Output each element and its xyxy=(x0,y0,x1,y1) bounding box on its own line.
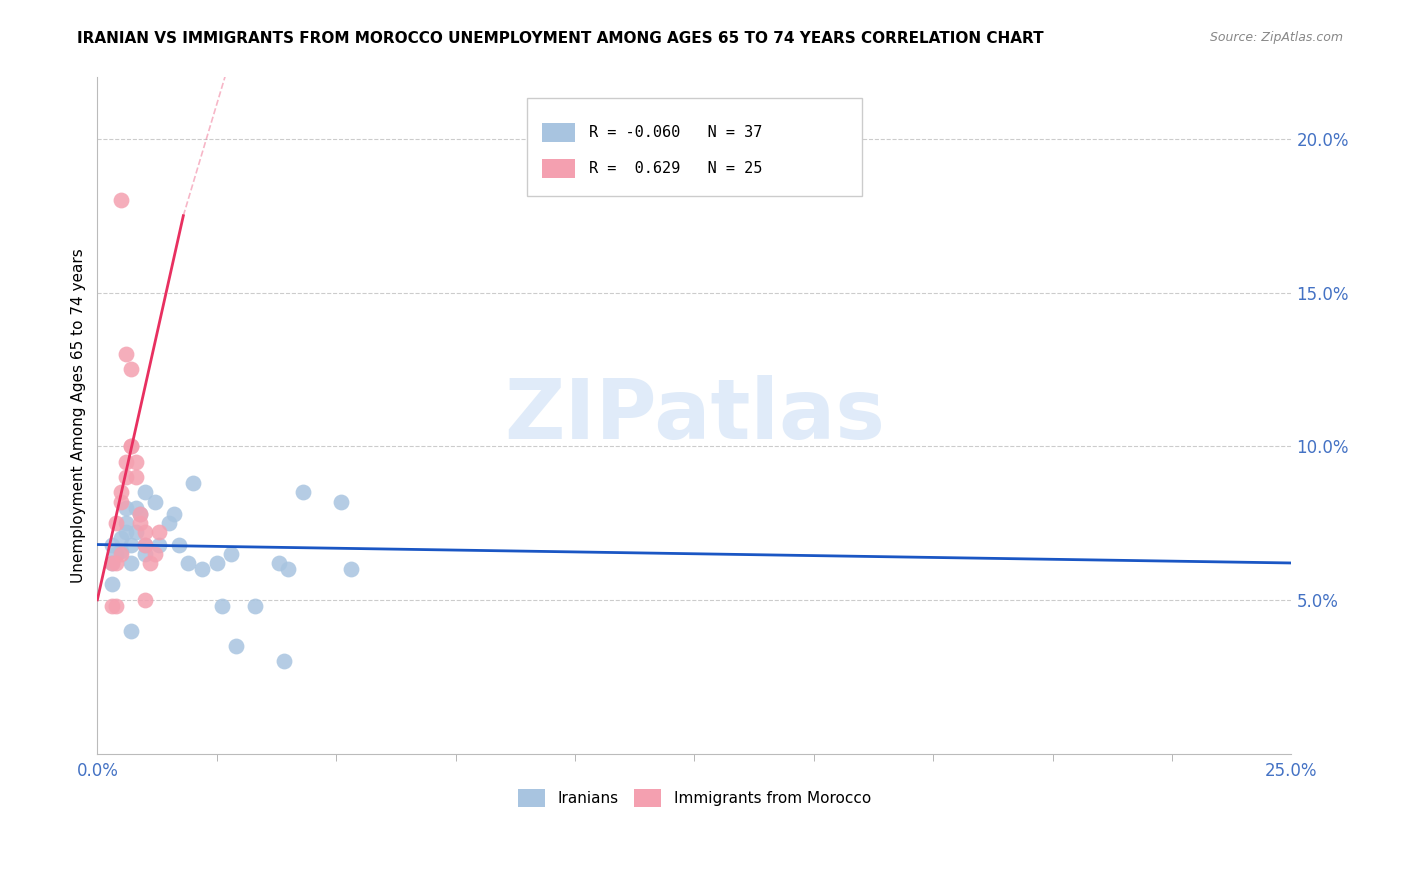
Point xyxy=(143,547,166,561)
Point xyxy=(100,556,122,570)
Point xyxy=(124,454,146,468)
FancyBboxPatch shape xyxy=(527,98,862,195)
FancyBboxPatch shape xyxy=(541,123,575,143)
Point xyxy=(110,494,132,508)
Point xyxy=(143,494,166,508)
Point xyxy=(148,525,170,540)
Point xyxy=(243,599,266,613)
Point xyxy=(110,194,132,208)
Point xyxy=(134,537,156,551)
Point xyxy=(110,547,132,561)
Point xyxy=(100,556,122,570)
Point xyxy=(339,562,361,576)
Point xyxy=(134,592,156,607)
Point xyxy=(134,485,156,500)
Point xyxy=(134,547,156,561)
Point xyxy=(219,547,242,561)
FancyBboxPatch shape xyxy=(541,160,575,178)
Point xyxy=(100,599,122,613)
Text: Source: ZipAtlas.com: Source: ZipAtlas.com xyxy=(1209,31,1343,45)
Text: R = -0.060   N = 37: R = -0.060 N = 37 xyxy=(589,126,762,140)
Point xyxy=(124,525,146,540)
Point xyxy=(115,525,138,540)
Point xyxy=(120,439,142,453)
Point xyxy=(100,577,122,591)
Point xyxy=(267,556,290,570)
Legend: Iranians, Immigrants from Morocco: Iranians, Immigrants from Morocco xyxy=(512,782,877,814)
Point xyxy=(205,556,228,570)
Point xyxy=(129,507,152,521)
Text: IRANIAN VS IMMIGRANTS FROM MOROCCO UNEMPLOYMENT AMONG AGES 65 TO 74 YEARS CORREL: IRANIAN VS IMMIGRANTS FROM MOROCCO UNEMP… xyxy=(77,31,1043,46)
Point xyxy=(134,537,156,551)
Point xyxy=(163,507,186,521)
Point xyxy=(167,537,190,551)
Point xyxy=(273,654,295,668)
Point xyxy=(277,562,299,576)
Point xyxy=(120,556,142,570)
Point xyxy=(329,494,352,508)
Point xyxy=(120,624,142,638)
Point xyxy=(105,547,128,561)
Point xyxy=(134,525,156,540)
Point xyxy=(110,532,132,546)
Point xyxy=(148,537,170,551)
Point xyxy=(105,599,128,613)
Point xyxy=(129,507,152,521)
Point xyxy=(115,454,138,468)
Point xyxy=(100,537,122,551)
Point xyxy=(129,516,152,530)
Point xyxy=(115,347,138,361)
Point xyxy=(181,476,204,491)
Y-axis label: Unemployment Among Ages 65 to 74 years: Unemployment Among Ages 65 to 74 years xyxy=(72,248,86,582)
Point xyxy=(120,362,142,376)
Point xyxy=(291,485,314,500)
Point xyxy=(115,516,138,530)
Point xyxy=(139,556,162,570)
Point xyxy=(157,516,180,530)
Point xyxy=(177,556,200,570)
Text: ZIPatlas: ZIPatlas xyxy=(503,375,884,456)
Point xyxy=(110,543,132,558)
Point xyxy=(105,556,128,570)
Point xyxy=(225,639,247,653)
Point xyxy=(115,500,138,515)
Point xyxy=(124,470,146,484)
Point xyxy=(211,599,233,613)
Point xyxy=(105,516,128,530)
Point xyxy=(110,485,132,500)
Point xyxy=(120,439,142,453)
Text: R =  0.629   N = 25: R = 0.629 N = 25 xyxy=(589,161,762,177)
Point xyxy=(191,562,214,576)
Point xyxy=(115,470,138,484)
Point xyxy=(124,500,146,515)
Point xyxy=(120,537,142,551)
